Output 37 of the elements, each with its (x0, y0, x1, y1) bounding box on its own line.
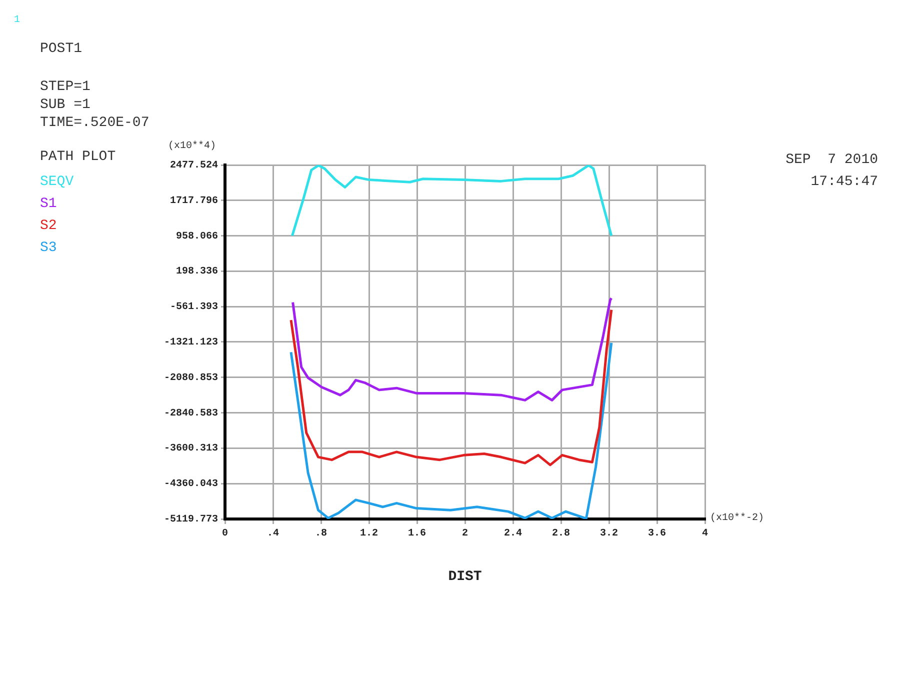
text: TIME=.520E-07 (40, 114, 150, 132)
text: S2 (40, 217, 58, 236)
y-tick-label: -561.393 (170, 302, 218, 314)
text: S3 (40, 239, 58, 258)
x-tick-label: 2.4 (504, 528, 522, 540)
x-tick-label: 2.8 (552, 528, 570, 540)
x-tick-label: 2 (462, 528, 468, 540)
x-tick-label: 3.6 (648, 528, 666, 540)
y-tick-label: 958.066 (176, 231, 218, 242)
text: (x10**-2) (710, 512, 764, 526)
text: SEQV (40, 173, 74, 192)
y-tick-label: -3600.313 (164, 444, 218, 455)
y-tick-label: -5119.773 (164, 514, 218, 526)
x-tick-label: 3.2 (600, 528, 618, 540)
y-tick-label: -2080.853 (164, 372, 218, 384)
text: 1 (14, 14, 20, 28)
text: POST1 (40, 40, 82, 58)
x-tick-label: .8 (314, 528, 328, 540)
y-tick-label: 198.336 (176, 266, 218, 278)
x-tick-label: 1.6 (408, 528, 426, 540)
y-tick-label: -2840.583 (164, 408, 218, 420)
x-axis-title: DIST (448, 569, 482, 586)
y-tick-label: 2477.524 (170, 160, 218, 172)
text: STEP=1 (40, 78, 90, 96)
x-tick-label: 1.2 (360, 528, 378, 540)
x-tick-label: .4 (266, 528, 280, 540)
y-tick-label: -4360.043 (164, 479, 218, 490)
text: PATH PLOT (40, 148, 116, 166)
text: SEP 7 2010 (786, 151, 878, 169)
text: SUB =1 (40, 96, 90, 114)
x-tick-label: 0 (222, 528, 228, 540)
y-tick-label: -1321.123 (164, 338, 218, 349)
x-tick-label: 4 (702, 528, 708, 540)
y-axis-title: (x10**4) (168, 140, 216, 154)
text: 17:45:47 (810, 173, 878, 191)
y-tick-label: 1717.796 (170, 196, 218, 207)
text: S1 (40, 195, 58, 214)
